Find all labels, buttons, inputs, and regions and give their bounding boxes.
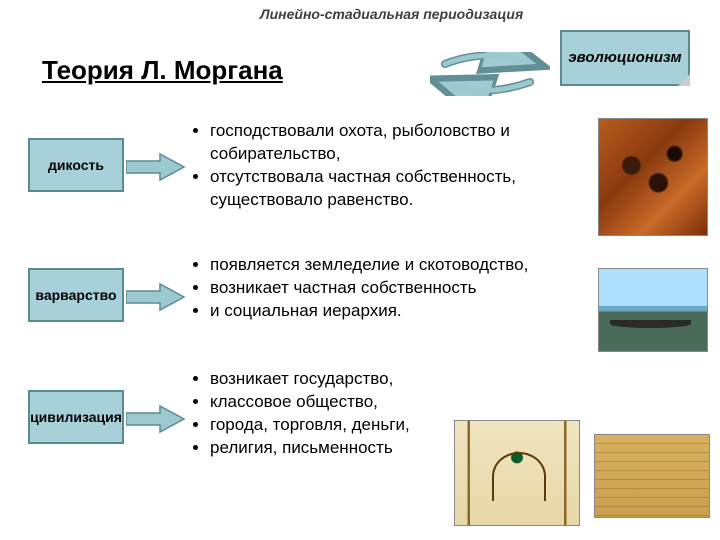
- stage-label: цивилизация: [30, 410, 122, 425]
- image-ancient-boat: [598, 268, 708, 352]
- stage-label: дикость: [48, 158, 104, 173]
- slide-subtitle: Линейно-стадиальная периодизация: [260, 6, 523, 22]
- bullet-item: господствовали охота, рыболовство и соби…: [210, 120, 590, 166]
- bullet-item: и социальная иерархия.: [210, 300, 590, 323]
- image-cave-painting: [598, 118, 708, 236]
- folded-corner-icon: [678, 74, 690, 86]
- bullet-item: возникает частная собственность: [210, 277, 590, 300]
- stage-bullets-savagery: господствовали охота, рыболовство и соби…: [190, 120, 590, 212]
- bullet-item: религия, письменность: [210, 437, 450, 460]
- arrow-right-icon: [126, 404, 186, 434]
- swirl-arrows-icon: [430, 52, 550, 96]
- stage-label: варварство: [35, 288, 116, 303]
- stage-box-barbarism: варварство: [28, 268, 124, 322]
- concept-label: эволюционизм: [568, 50, 681, 67]
- arrow-right-icon: [126, 282, 186, 312]
- bullet-item: классовое общество,: [210, 391, 450, 414]
- bullet-item: возникает государство,: [210, 368, 450, 391]
- bullet-item: отсутствовала частная собственность, сущ…: [210, 166, 590, 212]
- stage-box-savagery: дикость: [28, 138, 124, 192]
- image-papyrus-scroll: [594, 434, 710, 518]
- slide-title: Теория Л. Моргана: [42, 55, 283, 86]
- arrow-right-icon: [126, 152, 186, 182]
- stage-bullets-barbarism: появляется земледелие и скотоводство,воз…: [190, 254, 590, 323]
- concept-box-evolutionism: эволюционизм: [560, 30, 690, 86]
- stage-box-civilization: цивилизация: [28, 390, 124, 444]
- stage-bullets-civilization: возникает государство,классовое общество…: [190, 368, 450, 460]
- bullet-item: появляется земледелие и скотоводство,: [210, 254, 590, 277]
- image-egyptian-wall: [454, 420, 580, 526]
- bullet-item: города, торговля, деньги,: [210, 414, 450, 437]
